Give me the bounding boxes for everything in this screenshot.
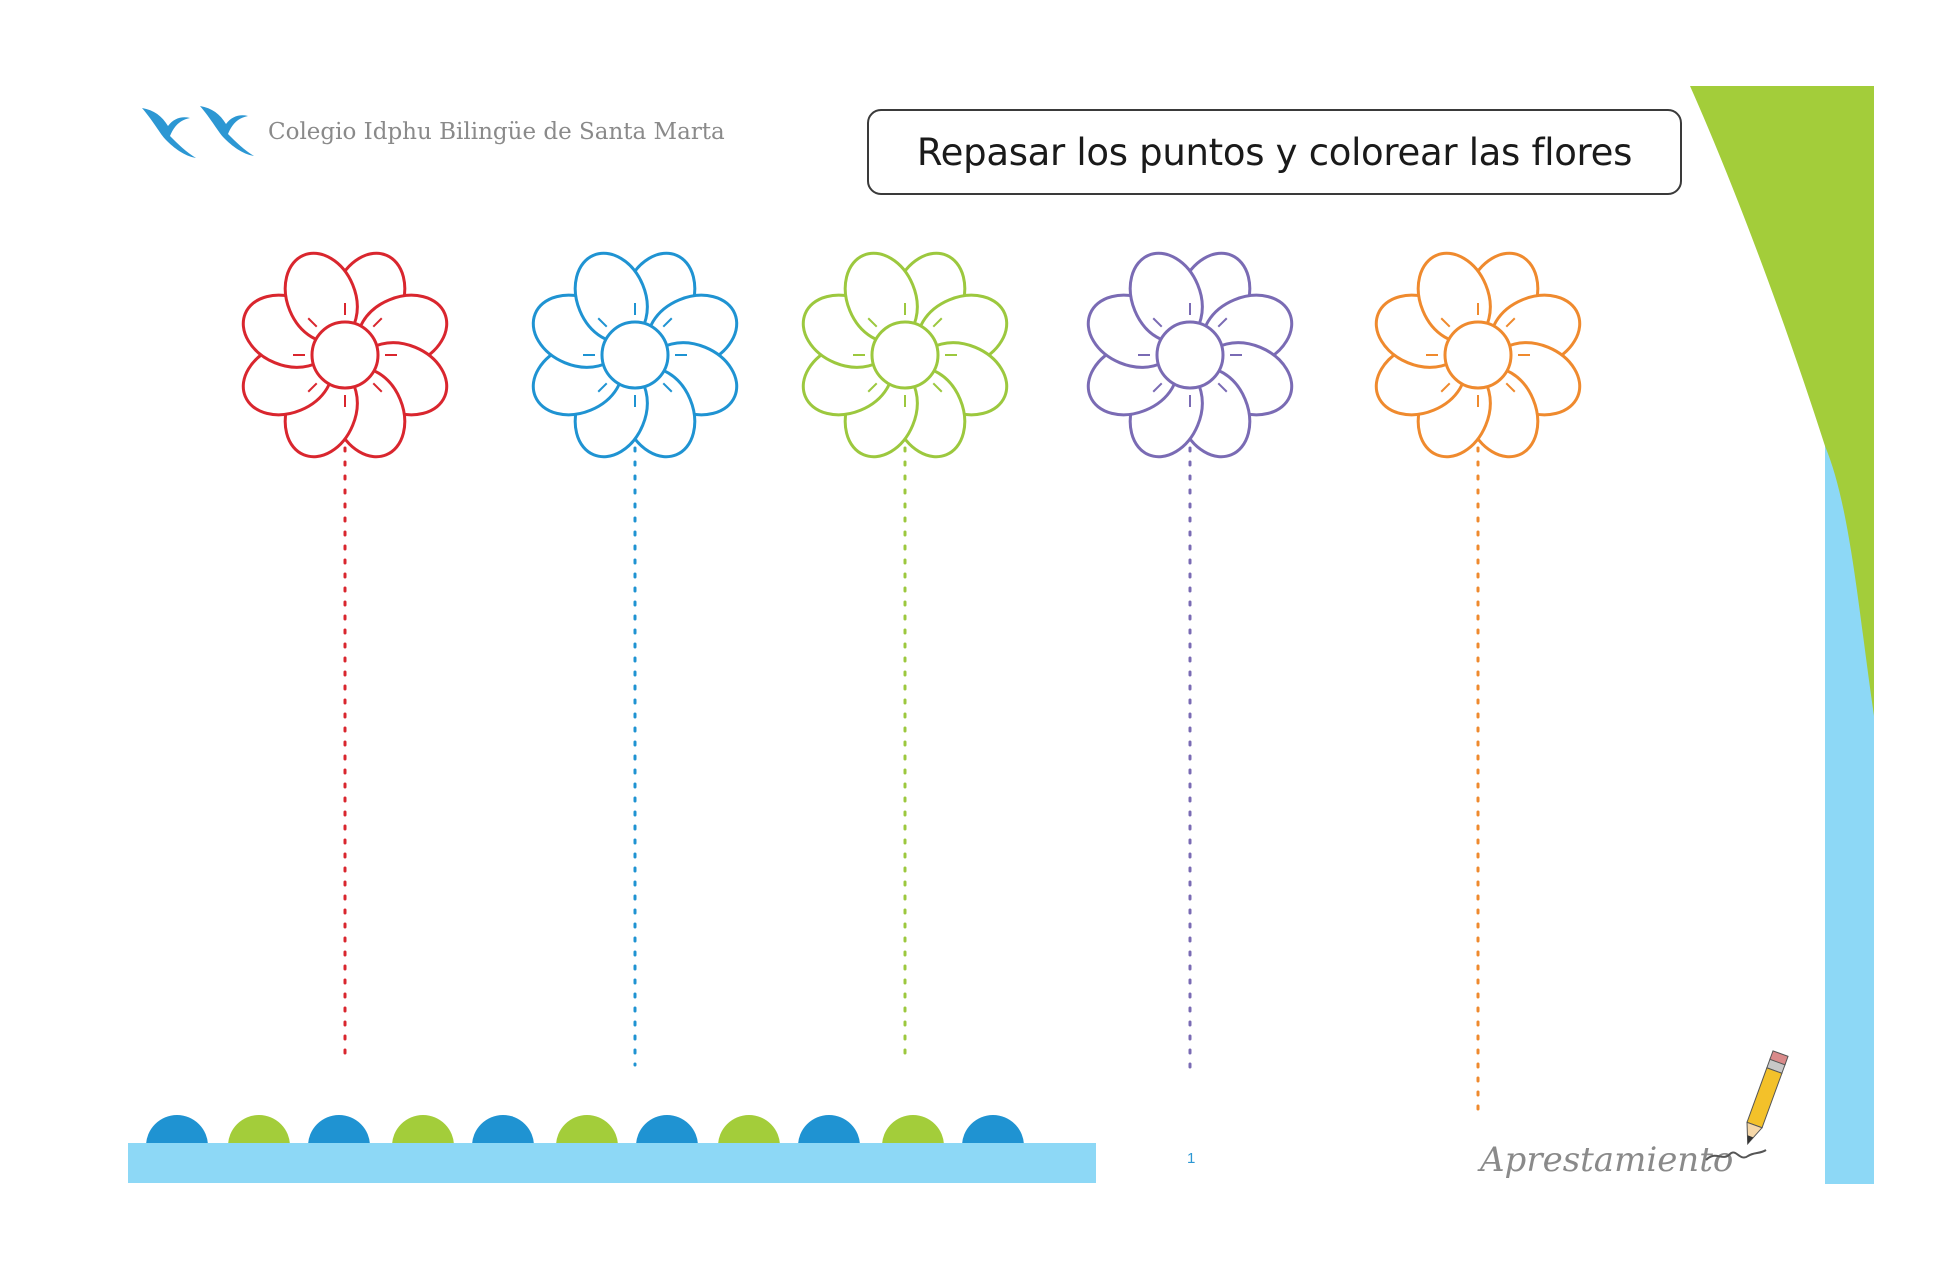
petal-vein xyxy=(372,317,383,328)
flower-2 xyxy=(531,251,739,459)
petal-vein xyxy=(932,317,943,328)
instruction-box: Repasar los puntos y colorear las flores xyxy=(867,109,1682,195)
petal-vein xyxy=(1505,317,1516,328)
corner-decoration xyxy=(1690,86,1874,1184)
petal-vein xyxy=(1217,317,1228,328)
bottom-bar xyxy=(128,1143,1096,1183)
bump xyxy=(962,1115,1024,1146)
petal-vein xyxy=(597,317,608,328)
petal-vein xyxy=(1440,382,1451,393)
school-name: Colegio Idphu Bilingüe de Santa Marta xyxy=(268,119,725,145)
petal-vein xyxy=(662,382,673,393)
petal-vein xyxy=(662,317,673,328)
instruction-text: Repasar los puntos y colorear las flores xyxy=(916,130,1633,174)
petal-vein xyxy=(307,317,318,328)
flower-center xyxy=(870,320,940,390)
flower-5 xyxy=(1374,251,1582,459)
green-curve xyxy=(1690,86,1874,716)
bump xyxy=(228,1115,290,1146)
bump xyxy=(718,1115,780,1146)
bump xyxy=(308,1115,370,1146)
petal-vein xyxy=(867,317,878,328)
flower-center xyxy=(310,320,380,390)
petal-vein xyxy=(1440,317,1451,328)
petal-vein xyxy=(597,382,608,393)
page-number: 1 xyxy=(1187,1150,1196,1167)
petal-vein xyxy=(1505,382,1516,393)
petal-vein xyxy=(1217,382,1228,393)
flower-3 xyxy=(801,251,1009,459)
bump xyxy=(472,1115,534,1146)
bump xyxy=(146,1115,208,1146)
flower-1 xyxy=(241,251,449,459)
petal-vein xyxy=(1152,382,1163,393)
bump xyxy=(636,1115,698,1146)
petal-vein xyxy=(932,382,943,393)
bump xyxy=(392,1115,454,1146)
bump xyxy=(556,1115,618,1146)
bump-row xyxy=(146,1115,1024,1146)
flower-center xyxy=(1155,320,1225,390)
petal-vein xyxy=(1152,317,1163,328)
bump xyxy=(882,1115,944,1146)
petal-vein xyxy=(372,382,383,393)
flower-center xyxy=(600,320,670,390)
flower-center xyxy=(1443,320,1513,390)
petal-vein xyxy=(307,382,318,393)
seagulls-icon xyxy=(142,106,254,158)
petal-vein xyxy=(867,382,878,393)
bump xyxy=(798,1115,860,1146)
pencil-icon xyxy=(1705,1050,1789,1161)
flower-4 xyxy=(1086,251,1294,459)
subject-label: Aprestamiento xyxy=(1480,1140,1734,1180)
